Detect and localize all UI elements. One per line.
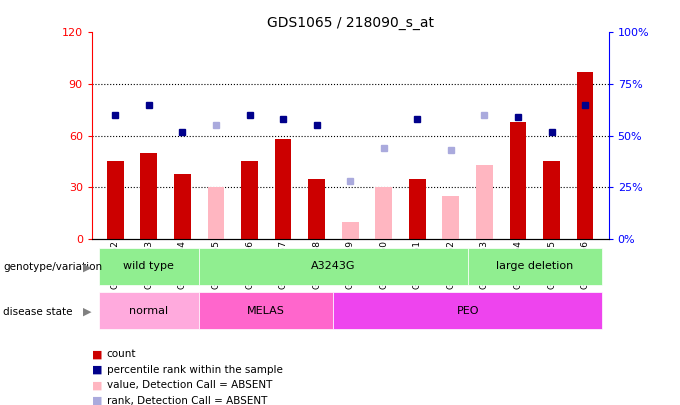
Title: GDS1065 / 218090_s_at: GDS1065 / 218090_s_at [267, 16, 434, 30]
Bar [409, 179, 426, 239]
Bar [375, 188, 392, 239]
Text: normal: normal [129, 306, 169, 316]
Text: ▶: ▶ [83, 262, 91, 272]
Text: ■: ■ [92, 380, 102, 390]
Bar [577, 72, 594, 239]
Bar [207, 188, 224, 239]
Text: wild type: wild type [123, 261, 174, 271]
Bar [468, 248, 602, 285]
Text: ▶: ▶ [83, 307, 91, 317]
Bar [99, 248, 199, 285]
Bar [543, 162, 560, 239]
Text: genotype/variation: genotype/variation [3, 262, 103, 272]
Text: PEO: PEO [456, 306, 479, 316]
Bar [141, 153, 157, 239]
Bar [342, 222, 358, 239]
Bar [199, 292, 333, 329]
Bar [174, 174, 191, 239]
Bar [107, 162, 124, 239]
Text: large deletion: large deletion [496, 261, 573, 271]
Text: A3243G: A3243G [311, 261, 356, 271]
Text: ■: ■ [92, 396, 102, 405]
Text: percentile rank within the sample: percentile rank within the sample [107, 365, 283, 375]
Text: value, Detection Call = ABSENT: value, Detection Call = ABSENT [107, 380, 272, 390]
Bar [99, 292, 199, 329]
Bar [241, 162, 258, 239]
Bar [333, 292, 602, 329]
Text: ■: ■ [92, 365, 102, 375]
Text: MELAS: MELAS [248, 306, 285, 316]
Bar [476, 165, 493, 239]
Text: rank, Detection Call = ABSENT: rank, Detection Call = ABSENT [107, 396, 267, 405]
Text: disease state: disease state [3, 307, 73, 317]
Text: ■: ■ [92, 350, 102, 359]
Bar [275, 139, 292, 239]
Bar [443, 196, 459, 239]
Bar [199, 248, 468, 285]
Bar [509, 122, 526, 239]
Text: count: count [107, 350, 136, 359]
Bar [308, 179, 325, 239]
